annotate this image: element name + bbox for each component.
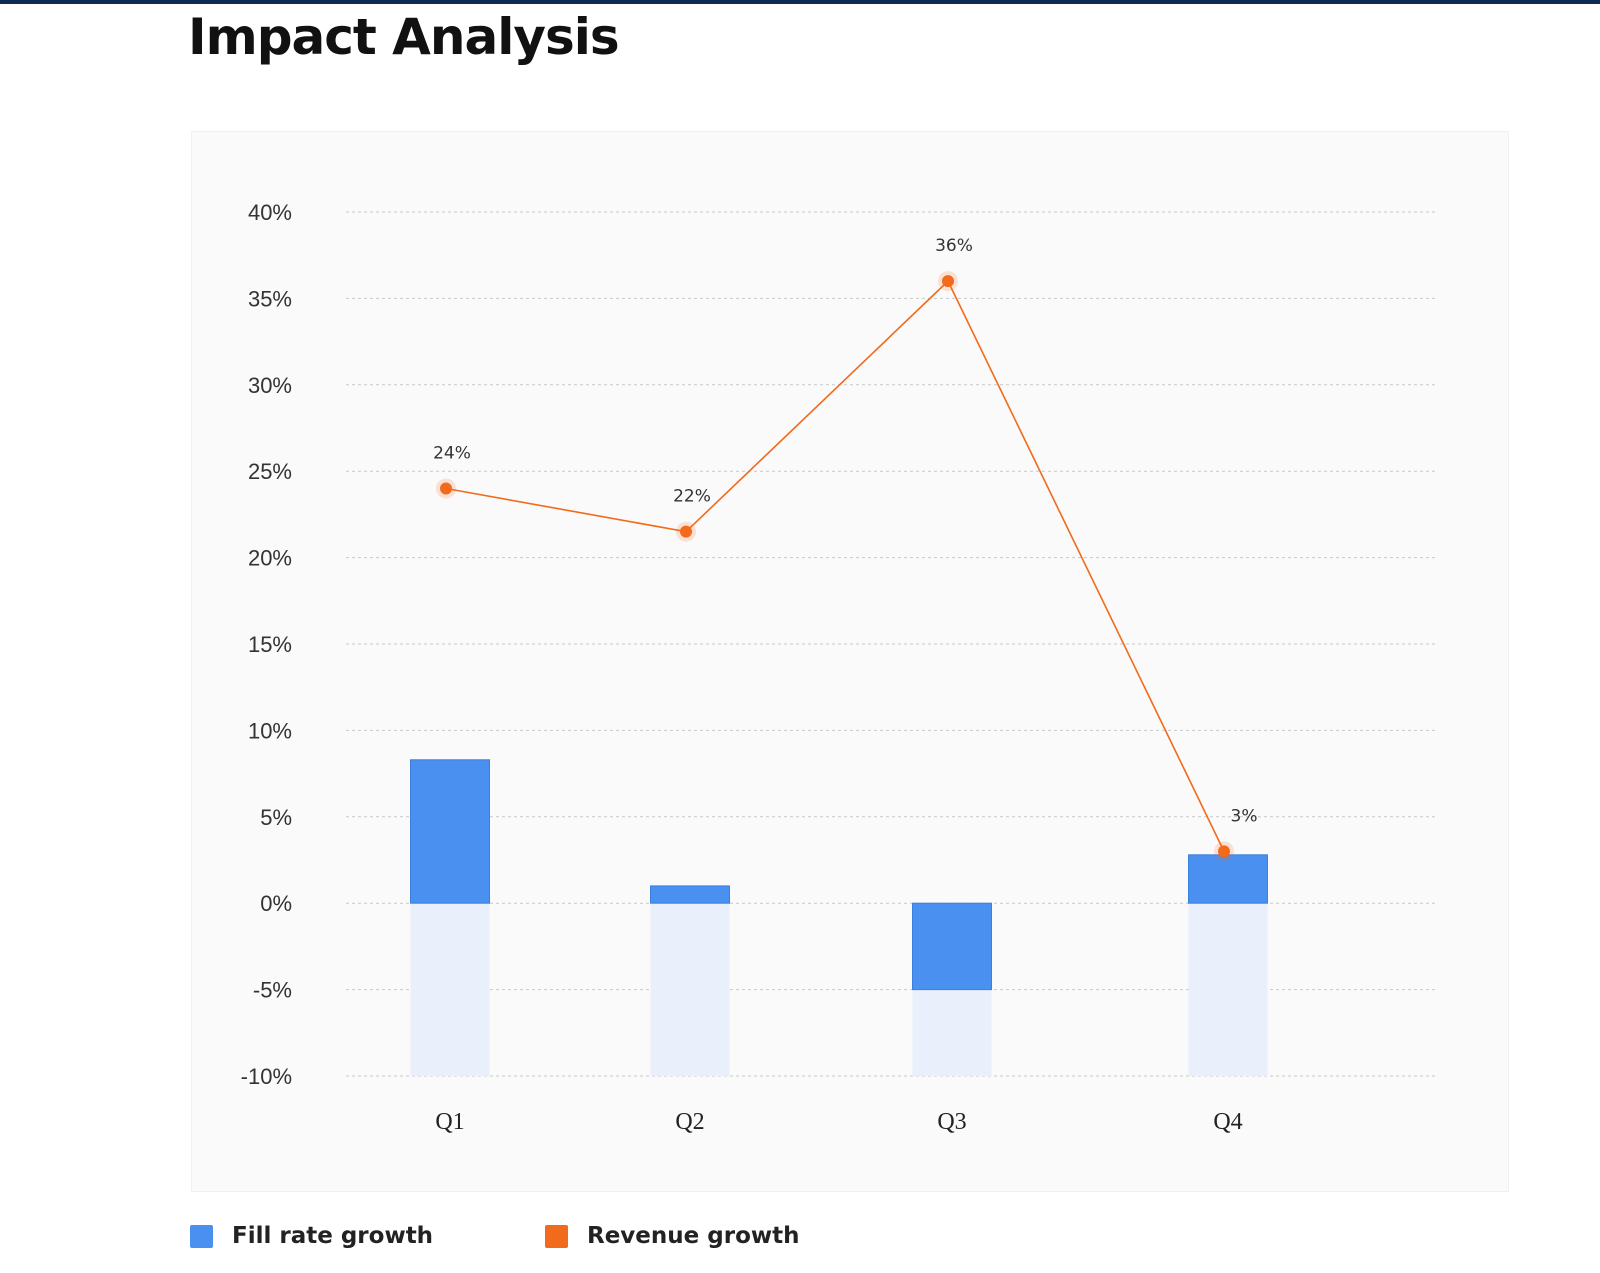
revenue-data-label: 22%	[673, 487, 711, 507]
y-tick-label: -5%	[253, 978, 292, 1003]
revenue-point	[680, 525, 692, 538]
revenue-point	[942, 275, 954, 288]
bar-fill-rate	[410, 759, 490, 904]
legend-item-revenue: Revenue growth	[545, 1223, 799, 1249]
revenue-data-label: 3%	[1231, 806, 1258, 826]
page-title: Impact Analysis	[188, 8, 620, 66]
bar-fill-rate	[912, 902, 992, 991]
legend-item-fill-rate: Fill rate growth	[190, 1223, 433, 1249]
y-tick-label: 40%	[248, 200, 292, 225]
top-accent-bar	[0, 0, 1600, 4]
y-tick-label: 30%	[248, 373, 292, 398]
y-tick-label: -10%	[241, 1064, 292, 1089]
x-tick-label: Q4	[1213, 1109, 1242, 1135]
legend-label-revenue: Revenue growth	[587, 1223, 800, 1249]
revenue-point	[440, 482, 452, 495]
y-tick-label: 35%	[248, 286, 292, 311]
y-tick-label: 15%	[248, 632, 292, 657]
x-tick-label: Q1	[435, 1109, 464, 1135]
revenue-line	[445, 279, 1225, 852]
legend-swatch-revenue	[545, 1224, 568, 1248]
revenue-point	[1218, 845, 1230, 858]
bar-shadow	[650, 903, 730, 1076]
y-tick-label: 10%	[248, 718, 292, 743]
y-tick-label: 20%	[248, 546, 292, 571]
bar-shadow	[410, 903, 490, 1076]
bar-fill-rate	[650, 885, 730, 904]
x-tick-label: Q2	[675, 1109, 704, 1135]
y-tick-label: 5%	[260, 805, 292, 830]
chart-legend: Fill rate growth Revenue growth	[0, 1223, 1600, 1263]
revenue-data-label: 24%	[433, 443, 471, 463]
bar-shadow	[912, 989, 992, 1076]
revenue-data-label: 36%	[935, 236, 973, 256]
bar-fill-rate	[1188, 854, 1268, 904]
y-tick-label: 0%	[260, 891, 292, 916]
legend-label-fill-rate: Fill rate growth	[232, 1223, 434, 1249]
bar-shadow	[1188, 903, 1268, 1076]
x-tick-label: Q3	[937, 1109, 966, 1135]
legend-swatch-fill-rate	[190, 1224, 213, 1248]
y-tick-label: 25%	[248, 459, 292, 484]
